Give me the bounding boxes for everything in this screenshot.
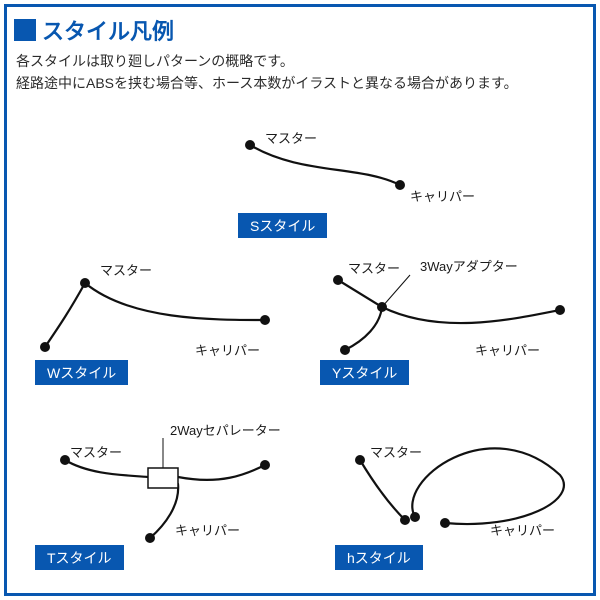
adapter3way-label: 3Wayアダプター xyxy=(420,256,518,275)
description-line-1: 各スタイルは取り廻しパターンの概略です。 xyxy=(16,53,294,69)
caliper-label: キャリパー xyxy=(410,186,475,205)
hose-line xyxy=(85,283,265,320)
endpoint-dot xyxy=(410,512,420,522)
endpoint-dot xyxy=(260,315,270,325)
master-label: マスター xyxy=(100,260,152,279)
hose-line xyxy=(150,484,178,538)
endpoint-dot xyxy=(245,140,255,150)
section-title: スタイル凡例 xyxy=(42,14,174,46)
endpoint-dot xyxy=(377,302,387,312)
description-text: 各スタイルは取り廻しパターンの概略です。 経路途中にABSを挟む場合等、ホース本… xyxy=(16,50,584,95)
endpoint-dot xyxy=(40,342,50,352)
endpoint-dot xyxy=(333,275,343,285)
separator2way-label: 2Wayセパレーター xyxy=(170,420,281,439)
hose-line xyxy=(360,460,405,520)
h-style-badge: hスタイル xyxy=(335,545,423,570)
description-line-2: 経路途中にABSを挟む場合等、ホース本数がイラストと異なる場合があります。 xyxy=(16,75,518,91)
caliper-label: キャリパー xyxy=(195,340,260,359)
caliper-label: キャリパー xyxy=(175,520,240,539)
endpoint-dot xyxy=(355,455,365,465)
master-label: マスター xyxy=(348,258,400,277)
endpoint-dot xyxy=(80,278,90,288)
endpoint-dot xyxy=(395,180,405,190)
hose-line xyxy=(338,280,382,307)
s-style-badge: Sスタイル xyxy=(238,213,327,238)
master-label: マスター xyxy=(265,128,317,147)
hose-line xyxy=(45,283,85,347)
y-style-badge: Yスタイル xyxy=(320,360,409,385)
header-square-icon xyxy=(14,19,36,41)
s-style-diagram xyxy=(220,130,440,210)
hose-line xyxy=(382,307,560,323)
master-label: マスター xyxy=(370,442,422,461)
endpoint-dot xyxy=(340,345,350,355)
caliper-label: キャリパー xyxy=(475,340,540,359)
separator-box xyxy=(148,468,178,488)
caliper-label: キャリパー xyxy=(490,520,555,539)
endpoint-dot xyxy=(260,460,270,470)
endpoint-dot xyxy=(400,515,410,525)
endpoint-dot xyxy=(555,305,565,315)
t-style-diagram xyxy=(30,430,290,550)
hose-line xyxy=(65,460,148,477)
hose-line xyxy=(178,465,265,480)
w-style-badge: Wスタイル xyxy=(35,360,128,385)
master-label: マスター xyxy=(70,442,122,461)
hose-line xyxy=(412,448,564,524)
hose-line xyxy=(250,145,400,185)
callout-line xyxy=(382,275,410,307)
endpoint-dot xyxy=(60,455,70,465)
section-header: スタイル凡例 xyxy=(14,14,174,46)
endpoint-dot xyxy=(145,533,155,543)
endpoint-dot xyxy=(440,518,450,528)
t-style-badge: Tスタイル xyxy=(35,545,124,570)
hose-line xyxy=(345,307,382,350)
